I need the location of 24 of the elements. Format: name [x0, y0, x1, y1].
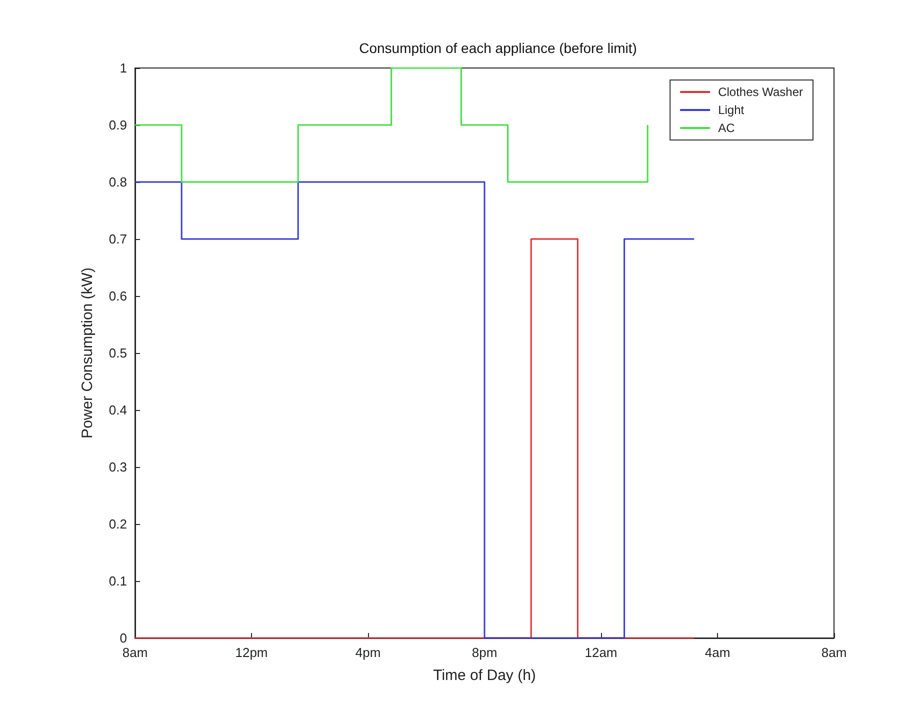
- x-tick-label: 4am: [704, 645, 730, 660]
- y-tick-label: 0.8: [108, 174, 127, 190]
- y-tick-label: 0.9: [108, 118, 127, 132]
- x-tick-label: 8am: [122, 645, 148, 660]
- x-tick-label: 4pm: [355, 645, 381, 660]
- y-tick-label: 0.1: [108, 574, 127, 588]
- y-tick-label: 0.3: [108, 460, 127, 474]
- x-tick-label: 8pm: [472, 645, 498, 660]
- x-axis-title: Time of Day (h): [433, 667, 536, 684]
- x-tick-label: 12pm: [235, 645, 268, 660]
- y-tick-label: 0.6: [108, 288, 127, 304]
- legend-label: AC: [718, 121, 736, 135]
- x-tick-label: 12am: [584, 645, 618, 660]
- y-tick-label: 0: [120, 630, 127, 646]
- y-axis-title: Power Consumption (kW): [79, 268, 96, 438]
- y-tick-label: 0.2: [108, 516, 127, 532]
- y-tick-label: 0.4: [108, 402, 127, 418]
- legend-label: Clothes Washer: [718, 85, 804, 99]
- y-tick-label: 1: [120, 60, 127, 76]
- x-tick-label: 8am: [821, 645, 847, 660]
- chart-title: Consumption of each appliance (before limit): [359, 40, 637, 56]
- legend-label: Light: [718, 103, 745, 117]
- y-tick-label: 0.7: [108, 232, 127, 246]
- y-tick-label: 0.5: [108, 346, 127, 360]
